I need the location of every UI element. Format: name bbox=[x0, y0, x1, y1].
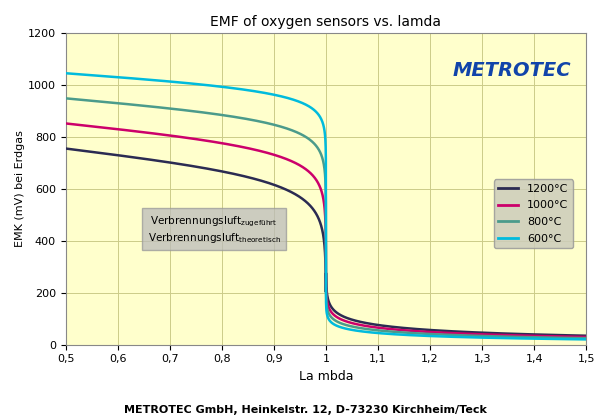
Text: METROTEC: METROTEC bbox=[452, 61, 570, 80]
Title: EMF of oxygen sensors vs. lamda: EMF of oxygen sensors vs. lamda bbox=[210, 15, 442, 29]
Text: METROTEC GmbH, Heinkelstr. 12, D-73230 Kirchheim/Teck: METROTEC GmbH, Heinkelstr. 12, D-73230 K… bbox=[124, 405, 486, 415]
Y-axis label: EMK (mV) bei Erdgas: EMK (mV) bei Erdgas bbox=[15, 130, 25, 247]
Legend: 1200°C, 1000°C, 800°C, 600°C: 1200°C, 1000°C, 800°C, 600°C bbox=[493, 179, 573, 248]
Text: Verbrennungsluft$_{\mathregular{zugeführt}}$
Verbrennungsluft$_{\mathregular{the: Verbrennungsluft$_{\mathregular{zugeführ… bbox=[148, 214, 281, 245]
X-axis label: La mbda: La mbda bbox=[299, 370, 353, 383]
